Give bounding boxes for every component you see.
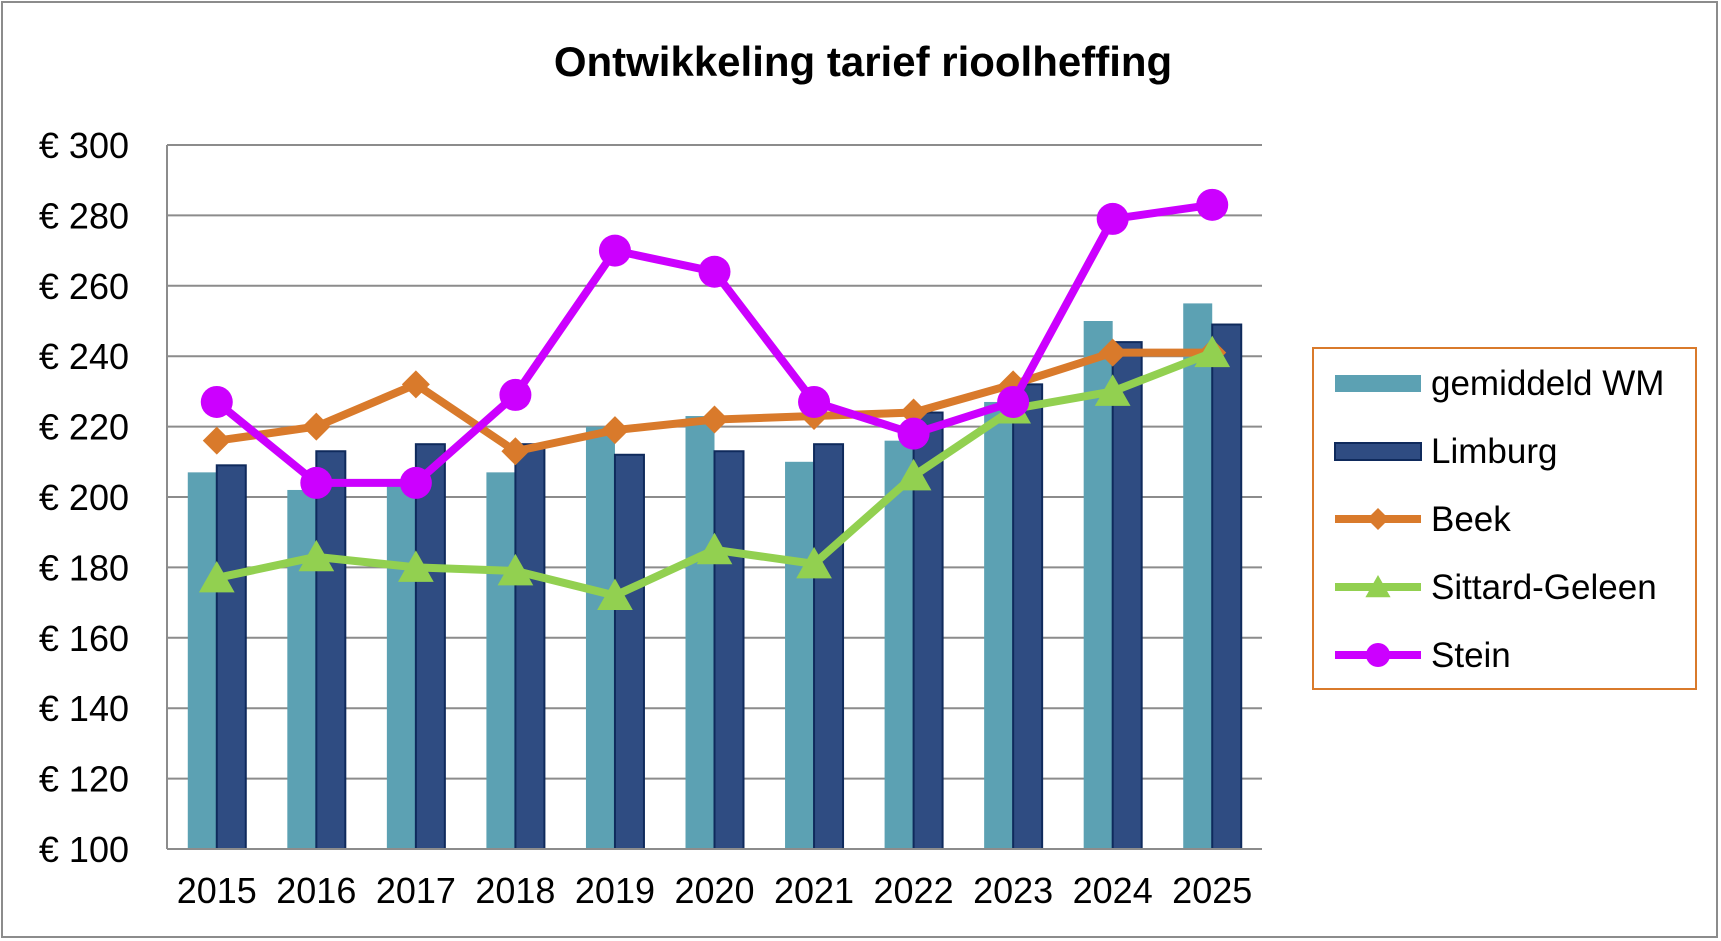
y-tick-label: € 120 <box>39 759 129 800</box>
bar-limburg-2017 <box>414 443 446 850</box>
x-tick-label: 2023 <box>973 870 1053 911</box>
point-beek-2016 <box>302 412 331 441</box>
legend-marker-sittard-geleen <box>1365 575 1391 598</box>
point-stein-2025 <box>1196 188 1229 221</box>
y-tick-label: € 160 <box>39 618 129 659</box>
bar-limburg-2016 <box>315 450 347 850</box>
x-tick-label: 2020 <box>674 870 754 911</box>
bar-limburg-2018 <box>514 443 546 850</box>
point-sittard-geleen-2021 <box>796 546 832 579</box>
point-stein-2015 <box>200 385 233 418</box>
x-tick-label: 2015 <box>177 870 257 911</box>
bar-gemiddeld-wm-2022 <box>884 440 914 849</box>
legend-swatch-gemiddeld-wm <box>1335 375 1421 392</box>
axes <box>166 145 1262 850</box>
y-tick-label: € 260 <box>39 266 129 307</box>
y-tick-label: € 200 <box>39 477 129 518</box>
chart-svg: Ontwikkeling tarief rioolheffing € 100€ … <box>39 38 1697 911</box>
point-sittard-geleen-2015 <box>198 560 235 593</box>
bar-limburg-2024 <box>1111 341 1143 850</box>
x-tick-label: 2024 <box>1073 870 1153 911</box>
point-stein-2021 <box>798 385 831 418</box>
legend: gemiddeld WM Limburg Beek Sittard-Geleen Ste… <box>1312 347 1697 690</box>
point-stein-2024 <box>1096 202 1129 235</box>
point-beek-2024 <box>1098 338 1127 367</box>
point-sittard-geleen-2019 <box>597 578 633 611</box>
bar-limburg-2021 <box>813 443 845 850</box>
legend-marker-stein <box>1366 643 1390 667</box>
bar-gemiddeld-wm-2020 <box>685 416 715 849</box>
bar-gemiddeld-wm-2023 <box>984 401 1014 849</box>
y-tick-label: € 220 <box>39 407 129 448</box>
bar-gemiddeld-wm-2025 <box>1183 303 1213 849</box>
y-tick-label: € 180 <box>39 547 129 588</box>
y-tick-label: € 300 <box>39 125 129 166</box>
y-tick-label: € 240 <box>39 336 129 377</box>
point-sittard-geleen-2024 <box>1094 374 1131 406</box>
point-stein-2017 <box>399 466 432 499</box>
x-tick-label: 2025 <box>1172 870 1252 911</box>
legend-label-limburg: Limburg <box>1431 432 1557 471</box>
point-stein-2023 <box>997 385 1030 418</box>
bar-limburg-2020 <box>713 450 745 850</box>
legend-label-sittard-geleen: Sittard-Geleen <box>1431 568 1657 607</box>
point-sittard-geleen-2016 <box>298 539 335 572</box>
bars <box>187 303 1243 850</box>
point-stein-2020 <box>698 255 731 288</box>
legend-label-stein: Stein <box>1431 636 1511 675</box>
point-sittard-geleen-2022 <box>895 458 932 491</box>
point-sittard-geleen-2017 <box>398 550 434 582</box>
bar-gemiddeld-wm-2024 <box>1083 321 1113 849</box>
bar-limburg-2025 <box>1211 323 1243 850</box>
bar-gemiddeld-wm-2015 <box>187 472 217 849</box>
point-sittard-geleen-2020 <box>696 532 733 565</box>
point-beek-2017 <box>401 370 430 399</box>
bar-limburg-2023 <box>1012 383 1044 850</box>
y-tick-label: € 140 <box>39 688 129 729</box>
point-stein-2018 <box>499 378 532 411</box>
bar-limburg-2019 <box>613 453 645 850</box>
point-stein-2022 <box>897 417 930 450</box>
x-tick-label: 2019 <box>575 870 655 911</box>
point-beek-2018 <box>501 437 530 466</box>
point-stein-2016 <box>300 466 333 499</box>
y-tick-label: € 100 <box>39 829 129 870</box>
legend-swatch-limburg <box>1334 442 1422 461</box>
x-tick-label: 2016 <box>276 870 356 911</box>
bar-gemiddeld-wm-2017 <box>386 482 416 849</box>
x-tick-label: 2018 <box>475 870 555 911</box>
bar-gemiddeld-wm-2016 <box>287 489 317 849</box>
legend-label-gemiddeld-wm: gemiddeld WM <box>1431 364 1664 403</box>
point-stein-2019 <box>598 234 631 267</box>
bar-gemiddeld-wm-2018 <box>486 472 516 849</box>
y-axis-tick-labels: € 100 € 120 € 140 € 160 € 180 € 200 € 220 € 240… <box>39 125 129 870</box>
x-tick-label: 2021 <box>774 870 854 911</box>
point-sittard-geleen-2025 <box>1194 335 1231 368</box>
chart-title: Ontwikkeling tarief rioolheffing <box>554 38 1172 85</box>
point-beek-2020 <box>700 405 729 434</box>
bar-gemiddeld-wm-2021 <box>785 461 815 849</box>
legend-marker-beek <box>1367 508 1389 530</box>
x-tick-label: 2022 <box>874 870 954 911</box>
bar-gemiddeld-wm-2019 <box>585 426 615 849</box>
point-beek-2015 <box>202 426 231 455</box>
point-beek-2019 <box>600 416 629 445</box>
y-tick-label: € 280 <box>39 195 129 236</box>
point-sittard-geleen-2018 <box>497 553 534 586</box>
lines <box>198 188 1231 611</box>
bar-limburg-2015 <box>215 464 247 850</box>
x-axis-tick-labels: 2015 2016 2017 2018 2019 2020 2021 2022 2023 2024… <box>177 870 1253 911</box>
legend-label-beek: Beek <box>1431 500 1511 539</box>
x-tick-label: 2017 <box>376 870 456 911</box>
